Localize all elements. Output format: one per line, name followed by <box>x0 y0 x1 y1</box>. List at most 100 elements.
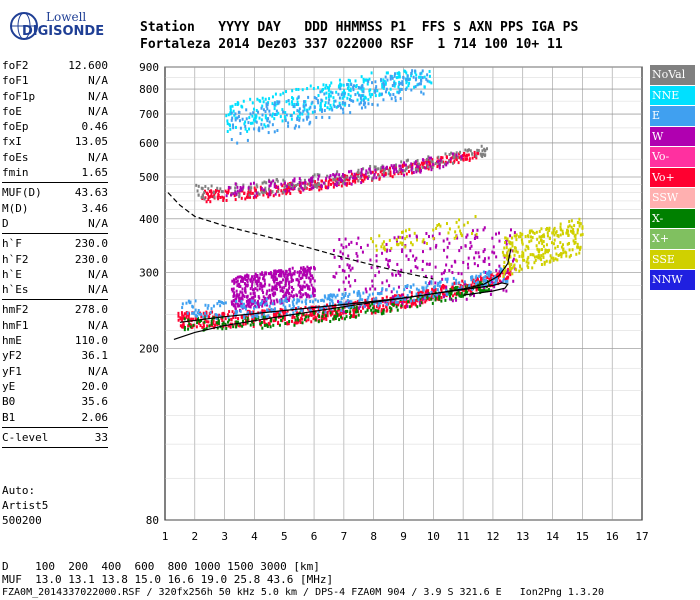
echo-point <box>511 272 514 276</box>
echo-point <box>443 269 446 273</box>
echo-point <box>578 247 581 251</box>
echo-point <box>325 305 328 309</box>
echo-point <box>285 113 288 117</box>
echo-point <box>286 187 289 191</box>
echo-point <box>397 303 400 307</box>
echo-point <box>575 252 578 256</box>
echo-point <box>387 91 390 95</box>
echo-point <box>351 305 354 309</box>
echo-point <box>242 185 245 189</box>
echo-point <box>335 105 338 109</box>
echo-point <box>267 309 270 313</box>
echo-point <box>340 313 343 317</box>
echo-point <box>277 187 280 191</box>
param-separator <box>2 447 108 449</box>
echo-point <box>424 166 427 170</box>
echo-point <box>303 100 306 104</box>
echo-point <box>313 173 316 177</box>
param-value: 0.46 <box>81 120 109 134</box>
echo-point <box>291 266 294 270</box>
echo-point <box>347 305 350 309</box>
echo-point <box>410 74 413 78</box>
echo-point <box>490 277 493 281</box>
echo-point <box>245 304 248 308</box>
echo-point <box>284 311 287 315</box>
echo-point <box>486 276 489 280</box>
echo-point <box>265 192 268 196</box>
echo-point <box>304 292 307 296</box>
echo-point <box>441 277 444 281</box>
echo-point <box>244 124 247 128</box>
echo-point <box>196 321 199 325</box>
echo-point <box>545 249 548 253</box>
echo-point <box>303 280 306 284</box>
echo-point <box>405 159 408 163</box>
echo-point <box>296 298 299 302</box>
echo-point <box>421 250 424 254</box>
echo-point <box>258 126 261 130</box>
y-tick-label: 500 <box>139 171 159 184</box>
echo-point <box>301 287 304 291</box>
echo-point <box>348 264 351 268</box>
echo-point <box>283 285 286 289</box>
echo-point <box>356 300 359 304</box>
echo-point <box>326 311 329 315</box>
echo-point <box>341 316 344 320</box>
echo-point <box>338 318 341 322</box>
echo-point <box>567 233 570 237</box>
echo-point <box>559 241 562 245</box>
echo-point <box>309 183 312 187</box>
echo-point <box>190 317 193 321</box>
echo-point <box>423 75 426 79</box>
echo-point <box>411 162 414 166</box>
echo-point <box>430 168 433 172</box>
echo-point <box>263 323 266 327</box>
echo-point <box>202 311 205 315</box>
echo-point <box>333 255 336 259</box>
echo-point <box>296 97 299 101</box>
echo-point <box>395 167 398 171</box>
echo-point <box>240 298 243 302</box>
echo-point <box>279 310 282 314</box>
echo-point <box>367 302 370 306</box>
echo-point <box>553 238 556 242</box>
echo-point <box>397 271 400 275</box>
echo-point <box>411 69 414 73</box>
echo-point <box>414 258 417 262</box>
echo-point <box>284 282 287 286</box>
echo-point <box>422 92 425 96</box>
echo-point <box>243 122 246 126</box>
echo-point <box>280 280 283 284</box>
echo-point <box>391 272 394 276</box>
echo-point <box>181 319 184 323</box>
echo-point <box>518 264 521 268</box>
echo-point <box>346 86 349 90</box>
echo-point <box>285 184 288 188</box>
echo-point <box>258 276 261 280</box>
echo-point <box>428 282 431 286</box>
echo-point <box>238 293 241 297</box>
echo-point <box>375 244 378 248</box>
echo-point <box>274 284 277 288</box>
echo-point <box>393 80 396 84</box>
echo-point <box>323 109 326 113</box>
echo-point <box>305 186 308 190</box>
echo-point <box>469 241 472 245</box>
echo-point <box>287 182 290 186</box>
echo-point <box>270 317 273 321</box>
echo-point <box>279 285 282 289</box>
echo-point <box>336 181 339 185</box>
echo-point <box>375 176 378 180</box>
echo-point <box>189 325 192 329</box>
echo-point <box>273 130 276 134</box>
echo-point <box>292 306 295 310</box>
echo-point <box>206 306 209 310</box>
echo-point <box>221 319 224 323</box>
echo-point <box>577 245 580 249</box>
echo-point <box>297 305 300 309</box>
echo-point <box>275 178 278 182</box>
echo-point <box>278 313 281 317</box>
echo-point <box>431 166 434 170</box>
echo-point <box>350 182 353 186</box>
echo-point <box>238 193 241 197</box>
